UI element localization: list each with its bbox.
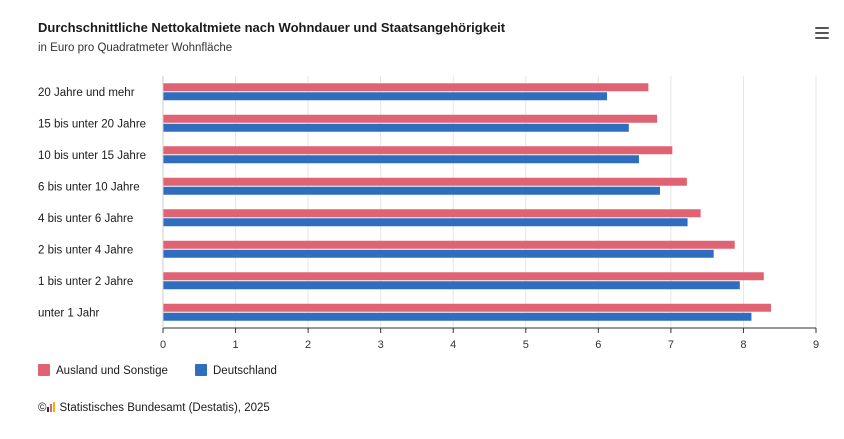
legend-item-deutschland[interactable]: Deutschland bbox=[195, 364, 277, 377]
bar-chart: 0 1 2 3 4 5 6 7 8 9 20 Jahre und mehr 15 bis unter … bbox=[38, 76, 819, 351]
bar[interactable] bbox=[163, 281, 740, 290]
bar[interactable] bbox=[163, 92, 608, 101]
bar[interactable] bbox=[163, 272, 764, 281]
x-tick-label: 2 bbox=[305, 339, 311, 351]
bar[interactable] bbox=[163, 303, 772, 312]
category-label: 10 bis unter 15 Jahre bbox=[38, 150, 146, 162]
x-tick-label: 6 bbox=[595, 339, 601, 351]
category-label: unter 1 Jahr bbox=[38, 307, 100, 319]
bar[interactable] bbox=[163, 240, 735, 249]
legend-swatch-ausland bbox=[38, 364, 50, 376]
bar[interactable] bbox=[163, 186, 661, 195]
category-label: 4 bis unter 6 Jahre bbox=[38, 213, 133, 225]
credit-text: Statistisches Bundesamt (Destatis), 2025 bbox=[59, 402, 270, 414]
x-tick-label: 0 bbox=[160, 339, 166, 351]
bar[interactable] bbox=[163, 177, 687, 186]
legend-label-ausland: Ausland und Sonstige bbox=[56, 365, 168, 377]
x-tick-label: 5 bbox=[523, 339, 529, 351]
legend-swatch-deutschland bbox=[195, 364, 207, 376]
category-label: 6 bis unter 10 Jahre bbox=[38, 181, 140, 193]
category-label: 1 bis unter 2 Jahre bbox=[38, 276, 133, 288]
bar[interactable] bbox=[163, 123, 629, 132]
x-tick-label: 1 bbox=[232, 339, 238, 351]
bar[interactable] bbox=[163, 218, 688, 227]
legend-item-ausland[interactable]: Ausland und Sonstige bbox=[38, 364, 168, 377]
chart-credit: © Statistisches Bundesamt (Destatis), 20… bbox=[38, 402, 270, 414]
hamburger-icon[interactable] bbox=[812, 24, 834, 42]
x-tick-label: 3 bbox=[378, 339, 384, 351]
category-label: 2 bis unter 4 Jahre bbox=[38, 244, 133, 256]
x-tick-label: 4 bbox=[450, 339, 456, 351]
legend-label-deutschland: Deutschland bbox=[213, 365, 277, 377]
x-tick-label: 9 bbox=[813, 339, 819, 351]
destatis-logo-icon bbox=[47, 402, 56, 412]
bar[interactable] bbox=[163, 114, 658, 123]
bar[interactable] bbox=[163, 249, 714, 258]
x-tick-label: 7 bbox=[668, 339, 674, 351]
bar[interactable] bbox=[163, 209, 701, 218]
bar[interactable] bbox=[163, 83, 649, 92]
chart-subtitle: in Euro pro Quadratmeter Wohnfläche bbox=[38, 42, 233, 54]
copyright-symbol: © bbox=[38, 402, 47, 414]
bar[interactable] bbox=[163, 155, 639, 164]
bar[interactable] bbox=[163, 312, 752, 321]
bar[interactable] bbox=[163, 146, 673, 155]
chart-title: Durchschnittliche Nettokaltmiete nach Wo… bbox=[38, 20, 506, 35]
category-label: 15 bis unter 20 Jahre bbox=[38, 118, 146, 130]
x-tick-label: 8 bbox=[740, 339, 746, 351]
category-label: 20 Jahre und mehr bbox=[38, 87, 135, 99]
